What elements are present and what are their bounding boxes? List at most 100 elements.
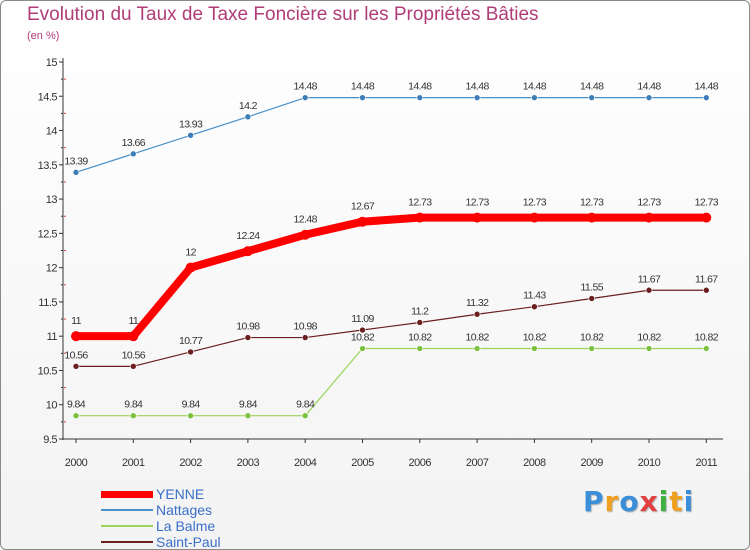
data-label-yenne: 11 xyxy=(128,315,138,327)
logo-letter: x xyxy=(639,485,659,518)
data-point-yenne xyxy=(701,212,712,223)
data-label-saint-paul: 10.56 xyxy=(122,349,146,361)
series-line-nattages xyxy=(75,97,707,173)
data-point-nattages xyxy=(588,94,596,101)
data-label-nattages: 14.48 xyxy=(523,81,547,93)
data-point-la-balme xyxy=(473,345,481,352)
chart-title: Evolution du Taux de Taxe Foncière sur l… xyxy=(27,4,539,25)
data-point-yenne xyxy=(529,212,540,223)
logo-letter: P xyxy=(583,485,605,518)
x-tick-label: 2001 xyxy=(122,457,145,469)
series-line-la-balme xyxy=(75,347,707,417)
data-label-la-balme: 9.84 xyxy=(239,399,258,411)
data-label-nattages: 13.93 xyxy=(179,118,203,130)
x-tick-label: 2009 xyxy=(580,457,603,469)
data-point-la-balme xyxy=(130,412,137,419)
data-point-yenne xyxy=(242,246,253,257)
data-point-nattages xyxy=(244,113,252,121)
data-point-yenne xyxy=(414,212,425,223)
x-tick-label: 2005 xyxy=(351,457,374,469)
logo-letter: i xyxy=(683,485,695,518)
data-point-la-balme xyxy=(244,412,252,419)
legend-swatch xyxy=(101,541,153,543)
y-tick-label: 10.5 xyxy=(38,365,58,377)
logo-letter: i xyxy=(658,485,670,518)
logo-letter: o xyxy=(619,485,640,518)
data-label-nattages: 13.39 xyxy=(64,155,88,167)
data-point-nattages xyxy=(130,150,137,158)
legend-label: Nattages xyxy=(156,502,213,518)
data-label-la-balme: 9.84 xyxy=(182,399,201,411)
data-point-la-balme xyxy=(645,345,653,352)
data-label-yenne: 12.73 xyxy=(637,197,661,209)
x-tick-label: 2007 xyxy=(466,457,489,469)
y-tick-label: 15 xyxy=(46,57,58,69)
data-point-saint-paul xyxy=(72,363,80,370)
data-point-la-balme xyxy=(416,345,424,352)
data-label-yenne: 12.73 xyxy=(695,197,719,209)
data-point-yenne xyxy=(71,331,81,342)
data-point-saint-paul xyxy=(473,310,481,318)
data-label-la-balme: 9.84 xyxy=(296,399,315,411)
legend-label: YENNE xyxy=(156,486,205,502)
data-point-saint-paul xyxy=(645,286,653,294)
data-point-nattages xyxy=(702,94,710,101)
data-label-la-balme: 10.82 xyxy=(637,332,661,344)
data-label-nattages: 14.48 xyxy=(637,81,661,93)
data-label-yenne: 12.48 xyxy=(294,214,318,226)
data-point-nattages xyxy=(531,94,538,101)
y-tick-label: 12 xyxy=(46,263,58,275)
data-label-yenne: 12.73 xyxy=(408,197,432,209)
data-point-saint-paul xyxy=(416,319,424,326)
data-label-saint-paul: 10.98 xyxy=(236,321,260,333)
data-label-nattages: 14.48 xyxy=(408,81,432,93)
data-label-saint-paul: 11.43 xyxy=(523,290,546,302)
data-point-yenne xyxy=(644,212,654,223)
y-tick-label: 10 xyxy=(46,400,58,412)
y-tick-label: 13 xyxy=(46,194,58,206)
data-label-nattages: 14.48 xyxy=(580,81,604,93)
y-tick-label: 14 xyxy=(46,126,58,138)
data-point-la-balme xyxy=(531,345,538,352)
x-tick-label: 2006 xyxy=(409,457,432,469)
data-label-saint-paul: 11.67 xyxy=(695,273,718,285)
proxiti-logo: Proxiti xyxy=(583,485,694,518)
series-line-saint-paul xyxy=(75,289,707,367)
data-label-nattages: 14.48 xyxy=(465,81,489,93)
data-label-la-balme: 10.82 xyxy=(695,332,719,344)
x-tick-label: 2000 xyxy=(65,457,88,469)
data-label-la-balme: 10.82 xyxy=(523,332,547,344)
logo-letter: r xyxy=(604,485,620,518)
data-label-yenne: 12.24 xyxy=(236,230,260,242)
data-label-yenne: 12.67 xyxy=(351,201,375,213)
legend-swatch xyxy=(101,525,153,527)
data-label-la-balme: 10.82 xyxy=(408,332,432,344)
data-label-la-balme: 9.84 xyxy=(124,399,143,411)
data-label-yenne: 11 xyxy=(71,315,81,327)
legend-swatch xyxy=(101,491,153,498)
data-label-saint-paul: 11.2 xyxy=(411,305,429,317)
data-point-yenne xyxy=(128,331,139,342)
y-tick-label: 14.5 xyxy=(38,91,58,103)
data-point-la-balme xyxy=(187,412,194,419)
data-point-saint-paul xyxy=(359,326,366,334)
data-point-la-balme xyxy=(702,345,710,352)
data-point-nattages xyxy=(416,94,424,101)
data-point-la-balme xyxy=(301,412,309,419)
data-point-saint-paul xyxy=(531,303,538,311)
x-tick-label: 2011 xyxy=(695,457,717,469)
data-point-saint-paul xyxy=(588,295,596,302)
data-point-nattages xyxy=(645,94,653,101)
data-label-yenne: 12.73 xyxy=(465,197,489,209)
data-point-yenne xyxy=(185,262,196,273)
data-label-nattages: 14.48 xyxy=(294,81,318,93)
data-point-saint-paul xyxy=(702,286,710,294)
data-point-yenne xyxy=(586,212,597,223)
data-point-yenne xyxy=(300,229,311,240)
legend-label: Saint-Paul xyxy=(156,534,221,550)
data-label-la-balme: 10.82 xyxy=(580,332,604,344)
data-point-nattages xyxy=(473,94,481,101)
data-label-saint-paul: 10.77 xyxy=(179,335,203,347)
